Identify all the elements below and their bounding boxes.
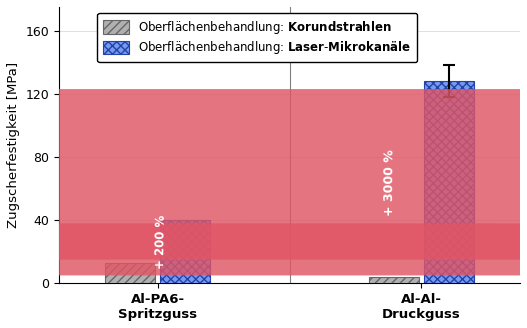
Polygon shape	[0, 223, 527, 260]
Bar	[105, 263, 155, 283]
Bar	[160, 220, 210, 283]
Bar	[368, 277, 418, 283]
Bar	[424, 81, 474, 283]
Text: + 3000 %: + 3000 %	[384, 149, 397, 216]
Polygon shape	[0, 89, 527, 276]
Y-axis label: Zugscherfestigkeit [MPa]: Zugscherfestigkeit [MPa]	[7, 62, 20, 228]
Legend: Oberflächenbehandlung: $\bf{Korundstrahlen}$, Oberflächenbehandlung: $\bf{Laser}: Oberflächenbehandlung: $\bf{Korundstrahl…	[97, 13, 417, 62]
Text: + 200 %: + 200 %	[154, 214, 168, 269]
